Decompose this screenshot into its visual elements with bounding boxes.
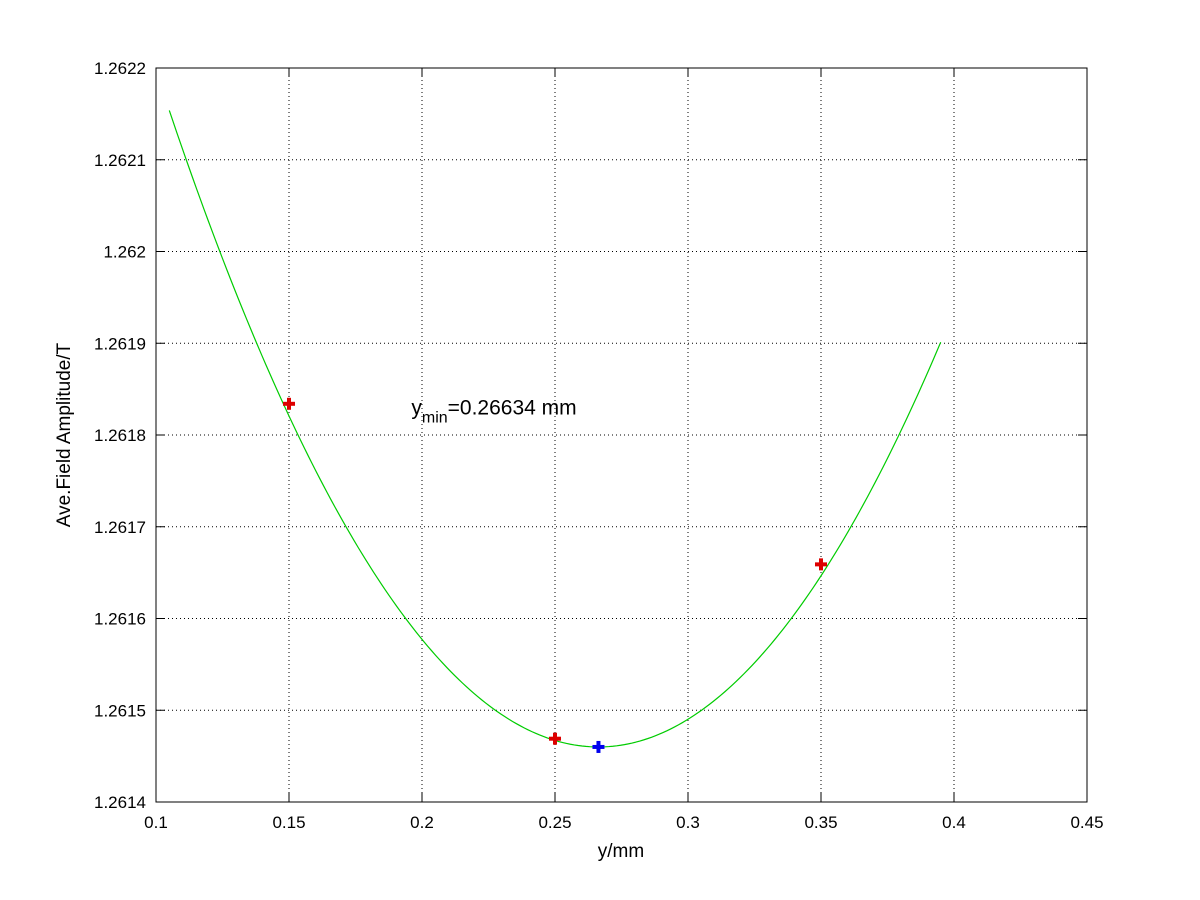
x-axis-label: y/mm [598, 841, 644, 862]
x-tick-label: 0.35 [804, 813, 837, 832]
y-tick-label: 1.2616 [94, 610, 146, 629]
x-tick-label: 0.15 [272, 813, 305, 832]
annotation-main: y [411, 396, 422, 419]
x-tick-label: 0.45 [1070, 813, 1103, 832]
measured-point-marker [283, 397, 295, 410]
y-tick-label: 1.2619 [94, 334, 146, 353]
y-tick-label: 1.2614 [94, 793, 146, 812]
annotation-ymin: ymin=0.26634 mm [411, 396, 576, 426]
x-tick-label: 0.1 [144, 813, 168, 832]
measured-point-marker [815, 558, 827, 571]
annotation-subscript: min [422, 409, 448, 426]
y-tick-label: 1.2621 [94, 151, 146, 170]
y-tick-label: 1.2618 [94, 426, 146, 445]
plot-area [156, 68, 1087, 802]
x-tick-label: 0.2 [410, 813, 434, 832]
y-tick-label: 1.2615 [94, 701, 146, 720]
minimum-point-marker [592, 740, 605, 753]
y-tick-label: 1.2622 [94, 59, 146, 78]
x-tick-labels: 0.1 0.15 0.2 0.25 0.3 0.35 0.4 0.45 [144, 813, 1103, 832]
y-tick-label: 1.2617 [94, 518, 146, 537]
y-tick-label: 1.262 [103, 243, 146, 262]
series-layer [168, 110, 942, 753]
x-tick-label: 0.25 [538, 813, 571, 832]
x-tick-label: 0.4 [942, 813, 966, 832]
annotation-value: =0.26634 mm [448, 396, 577, 419]
x-tick-label: 0.3 [676, 813, 700, 832]
plot-frame [155, 67, 1088, 803]
y-axis-label: Ave.Field Amplitude/T [54, 342, 75, 527]
y-tick-labels: 1.2614 1.2615 1.2616 1.2617 1.2618 1.2619 1.26… [94, 59, 146, 812]
measured-point-marker [549, 732, 561, 745]
